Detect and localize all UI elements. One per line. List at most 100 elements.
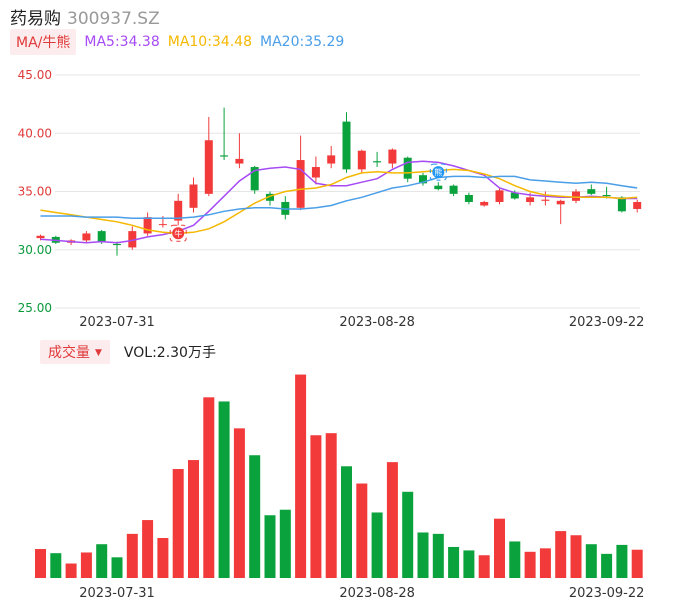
volume-bar: [356, 483, 368, 578]
volume-bar: [555, 531, 567, 578]
volume-bar: [157, 538, 169, 578]
volume-bar: [218, 401, 230, 578]
x-tick-label: 2023-09-22: [569, 586, 645, 601]
candle-body: [556, 200, 565, 205]
candle-body: [495, 190, 504, 202]
volume-bar: [494, 518, 505, 578]
ma5-line: [40, 160, 638, 244]
volume-bar: [539, 548, 551, 578]
volume-bar: [631, 549, 643, 578]
candle-body: [342, 121, 351, 170]
volume-bar: [172, 469, 184, 578]
x-tick-label: 2023-08-28: [339, 586, 415, 601]
candle-body: [113, 243, 121, 246]
candle-body: [189, 184, 198, 208]
volume-bar: [585, 544, 597, 578]
volume-bar: [325, 433, 337, 578]
volume-bar: [203, 397, 215, 578]
candle-body: [266, 193, 274, 201]
candle-body: [510, 192, 519, 199]
candle-body: [602, 194, 611, 197]
volume-bar: [279, 509, 291, 578]
candle-body: [449, 185, 458, 194]
candle-body: [128, 231, 137, 248]
volume-bar: [50, 553, 62, 578]
ma20-label: MA20:35.29: [260, 34, 345, 50]
candle-body: [296, 160, 305, 208]
ma5-label: MA5:34.38: [84, 34, 160, 50]
x-tick-label: 2023-08-28: [339, 315, 415, 330]
caret-down-icon: ▼: [95, 348, 102, 358]
candle-body: [327, 155, 336, 164]
volume-bar: [509, 541, 521, 578]
ma-legend: MA/牛熊 MA5:34.38 MA10:34.48 MA20:35.29: [10, 29, 345, 55]
signal-marker-frame: [429, 163, 447, 181]
candle-body: [617, 197, 626, 212]
volume-bar: [142, 520, 154, 578]
candle-body: [143, 217, 152, 234]
volume-bar: [65, 563, 77, 578]
volume-bar: [96, 544, 108, 578]
y-tick-label: 45.00: [18, 68, 52, 82]
ma20-line: [40, 175, 638, 220]
candle-body: [526, 197, 535, 202]
candle-body: [434, 185, 443, 190]
candle-body: [373, 161, 382, 163]
volume-bar: [448, 546, 460, 578]
candle-body: [97, 231, 106, 242]
y-tick-label: 35.00: [18, 185, 52, 199]
volume-selector-label: 成交量: [48, 345, 90, 361]
volume-bar: [80, 552, 92, 578]
y-tick-label: 30.00: [18, 243, 52, 257]
volume-bar: [310, 435, 322, 578]
volume-bar: [570, 535, 582, 578]
indicator-selector[interactable]: MA/牛熊: [10, 29, 77, 55]
volume-bar: [616, 544, 628, 578]
stock-header: 药易购 300937.SZ: [10, 4, 160, 29]
candle-body: [82, 233, 91, 241]
x-tick-label: 2023-09-22: [569, 315, 645, 330]
volume-bar: [233, 428, 245, 578]
candle-body: [419, 175, 427, 184]
bull-signal-icon: [172, 227, 185, 240]
volume-bar: [524, 551, 536, 578]
volume-legend: 成交量 ▼ VOL:2.30万手: [40, 340, 216, 364]
volume-bar: [371, 512, 383, 578]
candle-body: [235, 158, 244, 164]
stock-code: 300937.SZ: [67, 9, 160, 29]
bear-signal-icon: [432, 166, 445, 179]
candle-body: [572, 191, 580, 201]
ma10-line: [40, 168, 638, 235]
candle-body: [36, 235, 45, 239]
volume-selector[interactable]: 成交量 ▼: [40, 340, 110, 364]
candle-body: [633, 201, 642, 209]
candle-body: [158, 224, 167, 226]
volume-bar: [463, 550, 475, 578]
volume-bar: [432, 533, 444, 578]
stock-name: 药易购: [10, 9, 61, 29]
x-tick-label: 2023-07-31: [79, 586, 155, 601]
candle-body: [464, 194, 473, 202]
candle-body: [250, 167, 259, 191]
volume-bar: [35, 549, 46, 578]
y-tick-label: 40.00: [18, 126, 52, 140]
candle-body: [204, 140, 213, 194]
candle-body: [174, 200, 183, 221]
volume-bar: [601, 553, 613, 578]
candle-body: [587, 189, 596, 194]
candle-body: [388, 149, 397, 164]
volume-bar: [341, 466, 352, 578]
volume-value: VOL:2.30万手: [123, 345, 216, 361]
signal-marker-frame: [169, 224, 187, 242]
signal-marker-glyph: 牛: [174, 228, 182, 238]
x-tick-label: 2023-07-31: [79, 315, 155, 330]
volume-bar: [249, 455, 261, 578]
signal-marker-glyph: 熊: [434, 167, 442, 177]
candle-body: [220, 155, 229, 157]
volume-bar: [264, 515, 276, 578]
volume-bar: [386, 462, 398, 578]
volume-bar: [111, 557, 123, 578]
volume-bar: [478, 555, 490, 578]
candle-body: [311, 167, 320, 178]
